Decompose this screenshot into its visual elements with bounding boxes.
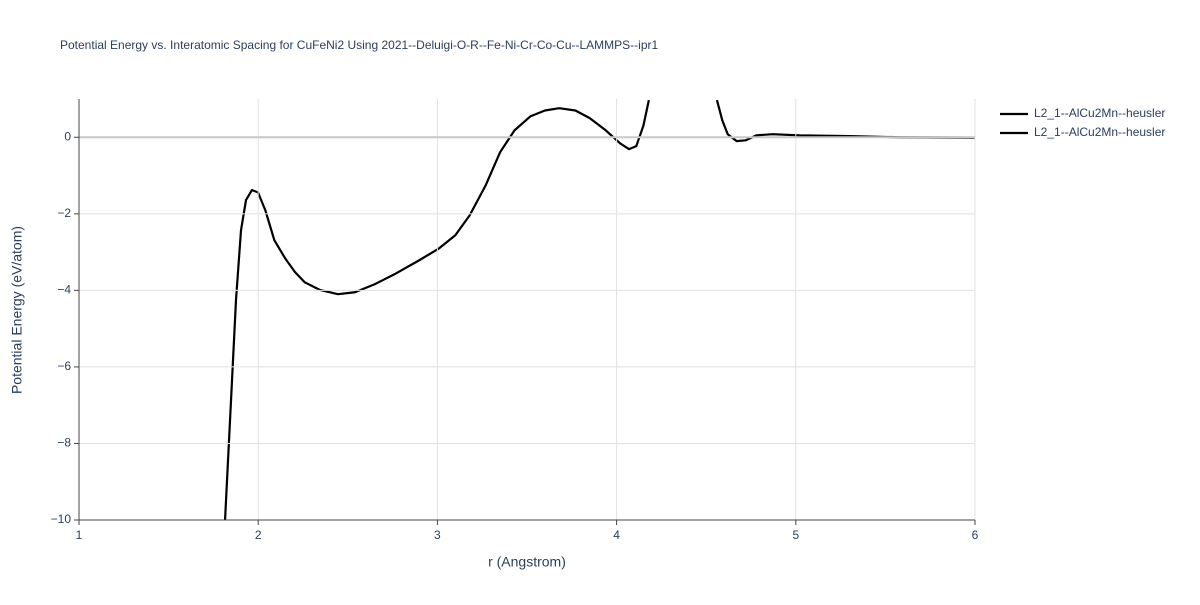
y-tick-label: −8 xyxy=(57,436,71,450)
x-axis-title: r (Angstrom) xyxy=(488,554,566,570)
series-line xyxy=(715,99,975,143)
series-line xyxy=(223,99,650,520)
y-axis-title: Potential Energy (eV/atom) xyxy=(9,226,25,394)
plot-area xyxy=(223,99,975,520)
legend-label: L2_1--AlCu2Mn--heusler xyxy=(1034,106,1165,120)
x-tick-label: 6 xyxy=(972,528,979,542)
x-tick-label: 3 xyxy=(434,528,441,542)
x-tick-label: 4 xyxy=(613,528,620,542)
x-tick-label: 5 xyxy=(792,528,799,542)
x-tick-label: 1 xyxy=(76,528,83,542)
y-tick-label: −4 xyxy=(57,283,71,297)
chart-title: Potential Energy vs. Interatomic Spacing… xyxy=(60,38,658,52)
y-tick-label: 0 xyxy=(64,129,71,143)
y-tick-label: −10 xyxy=(51,512,72,526)
y-tick-label: −6 xyxy=(57,359,71,373)
y-tick-label: −2 xyxy=(57,206,71,220)
legend-label: L2_1--AlCu2Mn--heusler xyxy=(1034,125,1165,139)
x-tick-label: 2 xyxy=(255,528,262,542)
